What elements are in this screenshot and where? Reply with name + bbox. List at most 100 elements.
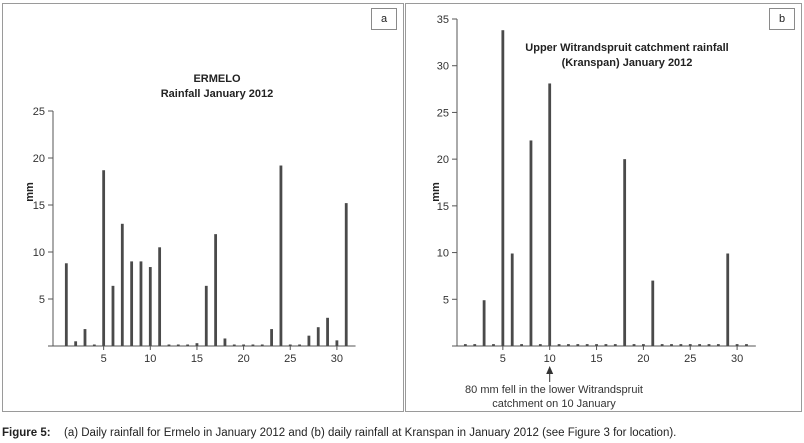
chart-a-bar (223, 338, 227, 346)
chart-a-bar (260, 344, 264, 346)
chart-a-bar (298, 344, 301, 346)
chart-a-bar (83, 329, 87, 346)
chart-b-bar (660, 344, 664, 346)
chart-b-bar (482, 300, 486, 346)
chart-a-bar (288, 344, 292, 346)
figure-caption-text: (a) Daily rainfall for Ermelo in January… (64, 427, 677, 439)
chart-b-bar (529, 140, 533, 346)
chart-b-bar (585, 344, 589, 346)
chart-b-bar (698, 344, 702, 346)
panel-label-b: b (769, 8, 795, 30)
chart-b-bar (473, 344, 477, 346)
chart-b-bar (567, 344, 570, 346)
chart-a-bar (232, 344, 236, 346)
chart-panel-b: b 5 10 15 20 25 30 35 5 10 15 20 25 30 Upper Witrands… (405, 3, 802, 412)
chart-b-bar (520, 344, 523, 346)
chart-b-bar (726, 253, 730, 346)
chart-b-bar (548, 83, 552, 347)
chart-b-x-tick-label: 5 (500, 353, 506, 365)
chart-a-bar (167, 344, 171, 346)
chart-a-bar (102, 170, 106, 346)
chart-a-y-tick-label: 10 (33, 247, 45, 259)
chart-b-bar (679, 344, 683, 346)
chart-b-bar (642, 344, 645, 346)
chart-b-bar (492, 344, 495, 346)
chart-a-title-line: ERMELO (193, 73, 241, 85)
chart-a-x-tick-label: 5 (101, 353, 107, 365)
chart-a-bar (176, 344, 180, 346)
chart-b-x-tick-label: 20 (637, 353, 649, 365)
chart-a-bar (316, 327, 320, 346)
chart-a-bar (195, 343, 199, 346)
chart-b-bar (632, 344, 636, 346)
chart-b-y-tick-label: 30 (437, 61, 449, 73)
chart-b-bar (557, 344, 561, 346)
chart-a-x-tick-label: 15 (191, 353, 203, 365)
chart-b-annotation-text: 80 mm fell in the lower Witrandspruit (465, 384, 643, 396)
chart-a-y-axis-label: mm (24, 182, 36, 202)
chart-b-y-tick-label: 20 (437, 154, 449, 166)
figure-caption-label: Figure 5: (2, 427, 51, 439)
chart-b-bar (501, 30, 505, 347)
chart-a-x-tick-label: 25 (284, 353, 296, 365)
chart-a-x-tick-label: 10 (144, 353, 156, 365)
chart-a-bar (270, 329, 273, 346)
chart-a-y-tick-label: 20 (33, 153, 45, 165)
panel-label-a: a (371, 8, 397, 30)
chart-b-bar (745, 344, 748, 346)
chart-a-bar (139, 261, 143, 346)
chart-b-annotation-text: catchment on 10 January (492, 398, 616, 410)
chart-a-y-tick-label: 25 (33, 106, 45, 118)
chart-b-x-tick-label: 15 (590, 353, 602, 365)
chart-b-x-tick-label: 10 (544, 353, 556, 365)
chart-a-bar (111, 285, 115, 346)
chart-a-bar (130, 261, 134, 346)
chart-a-bar (74, 341, 78, 346)
chart-a-svg: 5 10 15 20 25 5 10 15 20 25 30 ERMELO Rainfall Janua… (24, 73, 356, 365)
chart-b-bar (670, 344, 673, 346)
chart-b-bar (604, 344, 608, 346)
chart-b-y-tick-label: 15 (437, 201, 449, 213)
chart-a-bar (92, 344, 96, 346)
chart-b-title-line: Upper Witrandspruit catchment rainfall (525, 42, 728, 54)
chart-b-bar (735, 344, 739, 346)
chart-b-bar (595, 344, 598, 346)
chart-a-bar (64, 263, 68, 346)
chart-a-y-tick-label: 15 (33, 200, 45, 212)
chart-b-x-tick-label: 30 (731, 353, 743, 365)
figure-caption: Figure 5: (a) Daily rainfall for Ermelo i… (2, 427, 676, 439)
chart-b-bar (623, 159, 627, 346)
chart-b-bar (707, 344, 711, 346)
chart-a-title-line: Rainfall January 2012 (161, 88, 274, 100)
chart-a-bar (242, 344, 245, 346)
chart-panel-a: a 5 10 15 20 25 5 10 15 20 25 30 ERMELO Rainfall Jan… (2, 3, 404, 412)
chart-b-x-tick-label: 25 (684, 353, 696, 365)
chart-b-bar (576, 344, 580, 346)
chart-b-svg: 5 10 15 20 25 30 35 5 10 15 20 25 30 Upper Witrandspr… (430, 14, 756, 410)
chart-b-title-line: (Kranspan) January 2012 (562, 57, 693, 69)
chart-b-annotation-arrow-head (546, 366, 554, 374)
chart-b-y-axis-label: mm (430, 182, 442, 202)
chart-b-y-tick-label: 25 (437, 107, 449, 119)
chart-a-bar (214, 234, 218, 346)
chart-b-bar (688, 344, 692, 346)
chart-a-bar (251, 344, 255, 346)
chart-a-bar (307, 335, 311, 346)
chart-a-x-tick-label: 30 (331, 353, 343, 365)
chart-b-bar (510, 253, 514, 346)
chart-a-bar (326, 317, 329, 346)
chart-b-bar (613, 344, 617, 346)
chart-a-bar (120, 223, 124, 346)
chart-b-y-tick-label: 35 (437, 14, 449, 26)
chart-a-bar (335, 340, 339, 346)
chart-a-bar (186, 344, 190, 346)
chart-b-bar (651, 280, 655, 346)
chart-a-bar (148, 267, 152, 346)
chart-a-bar (279, 165, 283, 346)
chart-b-bar (716, 344, 720, 346)
chart-b-bar (538, 344, 542, 346)
chart-b-bar (463, 344, 467, 346)
chart-b-y-tick-label: 10 (437, 248, 449, 260)
chart-a-y-tick-label: 5 (39, 294, 45, 306)
chart-a-bar (204, 285, 208, 346)
